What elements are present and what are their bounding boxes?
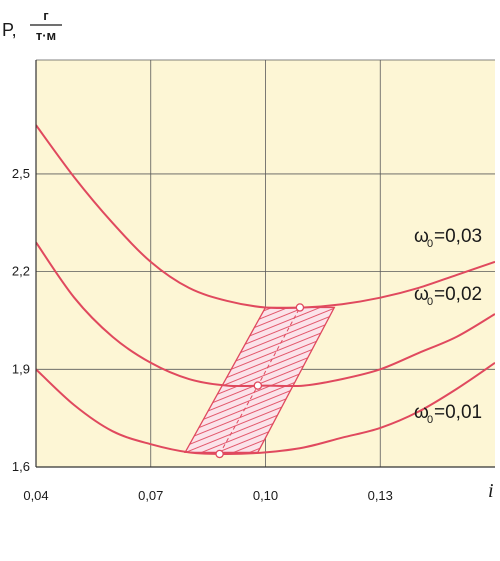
series-line-1 bbox=[36, 241, 495, 388]
y-tick-label: 2,2 bbox=[12, 264, 30, 279]
curve-label-subscript: 0 bbox=[427, 238, 433, 250]
series-line-2 bbox=[36, 361, 495, 455]
x-tick-label: 0,10 bbox=[253, 488, 278, 503]
y-tick-label: 2,5 bbox=[12, 166, 30, 181]
curve-label-value: =0,01 bbox=[434, 402, 482, 423]
curves bbox=[36, 124, 495, 455]
y-axis-unit-bottom: т·м bbox=[36, 28, 56, 43]
optimal-point-2 bbox=[295, 303, 305, 312]
axes bbox=[35, 60, 495, 468]
curve-label-symbol: ω bbox=[414, 226, 429, 247]
curve-label-subscript: 0 bbox=[427, 414, 433, 426]
x-tick-label: 0,04 bbox=[23, 488, 48, 503]
curve-label-1: ω0 =0,02 bbox=[414, 284, 482, 308]
x-tick-label: 0,13 bbox=[368, 488, 393, 503]
x-tick-labels: 0,04 0,07 0,10 0,13 bbox=[23, 488, 393, 503]
x-axis-label: i bbox=[488, 480, 494, 502]
curve-label-value: =0,02 bbox=[434, 284, 482, 305]
y-tick-label: 1,6 bbox=[12, 459, 30, 474]
grid bbox=[36, 59, 495, 467]
series-line-0 bbox=[36, 124, 495, 310]
shaded-region-hatch bbox=[184, 306, 336, 453]
optimal-points bbox=[215, 303, 305, 459]
curve-label-0: ω0 =0,03 bbox=[414, 226, 482, 250]
y-tick-labels: 1,6 1,9 2,2 2,5 bbox=[12, 166, 30, 474]
optimal-point-0 bbox=[215, 449, 224, 459]
y-axis-unit-top: г bbox=[43, 8, 49, 23]
y-axis-label: P, bbox=[2, 20, 17, 40]
curve-label-symbol: ω bbox=[414, 284, 429, 305]
y-tick-label: 1,9 bbox=[12, 361, 30, 376]
curve-label-subscript: 0 bbox=[427, 296, 433, 308]
x-tick-label: 0,07 bbox=[138, 488, 163, 503]
curve-label-value: =0,03 bbox=[434, 226, 482, 247]
optimal-point-1 bbox=[253, 381, 263, 390]
curve-label-symbol: ω bbox=[414, 402, 429, 423]
curve-label-2: ω0 =0,01 bbox=[414, 402, 482, 426]
